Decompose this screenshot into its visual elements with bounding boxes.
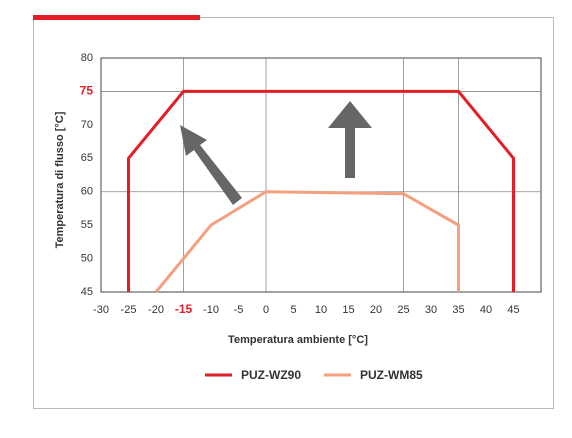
x-tick-label: 15 xyxy=(342,304,354,316)
lines xyxy=(127,89,515,293)
y-tick-label: 45 xyxy=(81,286,93,298)
x-tick-label: -25 xyxy=(121,304,137,316)
arrow xyxy=(328,101,372,178)
series-line xyxy=(127,89,515,292)
legend-label: PUZ-WM85 xyxy=(360,368,423,382)
y-tick-label: 65 xyxy=(81,152,93,164)
x-tick-label: 30 xyxy=(425,304,437,316)
y-tick-label: 60 xyxy=(81,186,93,198)
x-axis-title: Temperatura ambiente [°C] xyxy=(228,334,368,346)
x-tick-label: -30 xyxy=(93,304,109,316)
x-tick-label: 10 xyxy=(315,304,327,316)
x-tick-label: 35 xyxy=(452,304,464,316)
y-tick-label: 80 xyxy=(81,52,93,64)
x-tick-label: 5 xyxy=(290,304,296,316)
frame xyxy=(33,17,554,409)
legend-label: PUZ-WZ90 xyxy=(241,368,301,382)
x-tick-label: 25 xyxy=(397,304,409,316)
series-line xyxy=(154,190,460,293)
y-tick-label: 50 xyxy=(81,252,93,264)
x-tick-label: -20 xyxy=(148,304,164,316)
y-axis-title: Temperatura di flusso [°C] xyxy=(54,111,66,248)
y-tick-label: 55 xyxy=(81,219,93,231)
x-tick-label: -5 xyxy=(234,304,244,316)
y-tick-label: 75 xyxy=(80,84,94,98)
x-tick-label: 20 xyxy=(370,304,382,316)
legend: PUZ-WZ90 PUZ-WM85 xyxy=(205,368,423,382)
arrow xyxy=(180,125,242,205)
x-tick-label: 40 xyxy=(480,304,492,316)
arrows xyxy=(180,101,372,205)
grid xyxy=(101,58,541,292)
accent-bar xyxy=(33,15,200,20)
x-tick-label: -10 xyxy=(203,304,219,316)
plot-area xyxy=(100,57,542,293)
x-tick-label: 45 xyxy=(507,304,519,316)
x-tick-label: -15 xyxy=(175,302,193,316)
y-tick-label: 70 xyxy=(81,119,93,131)
x-tick-label: 0 xyxy=(263,304,269,316)
